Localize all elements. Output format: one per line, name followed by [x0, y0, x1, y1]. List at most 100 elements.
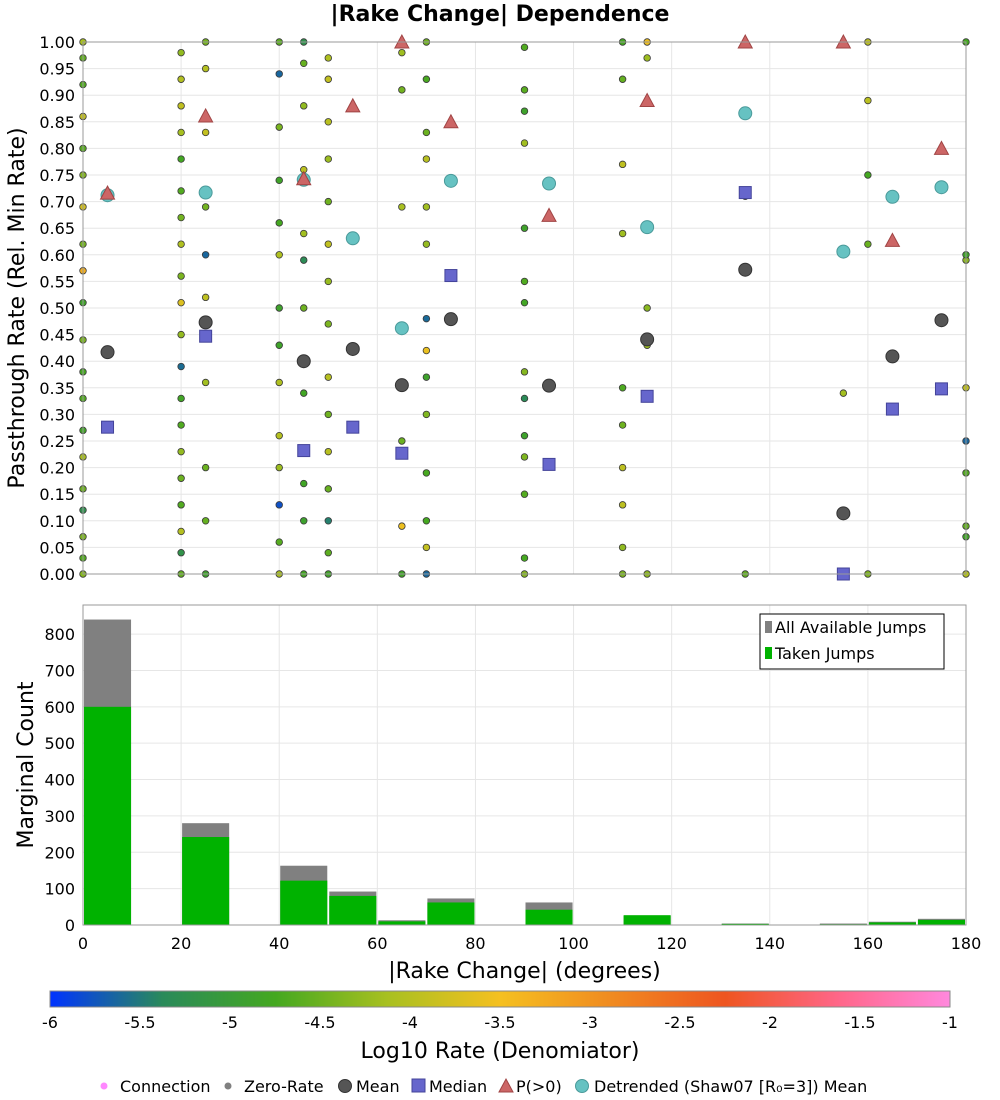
- histogram-y-tick-label: 0: [65, 916, 75, 935]
- connection-point: [643, 54, 651, 62]
- p-positive-point: [344, 97, 361, 113]
- connection-point: [201, 378, 210, 387]
- connection-point: [177, 362, 185, 371]
- connection-point: [618, 421, 627, 429]
- median-point: [297, 444, 311, 458]
- connection-point: [520, 277, 529, 286]
- connection-point: [300, 389, 308, 397]
- median-point: [444, 269, 458, 283]
- connection-point: [398, 86, 406, 94]
- detrended-mean-point: [640, 220, 655, 235]
- connection-point: [324, 485, 332, 493]
- connection-point: [324, 54, 332, 62]
- histogram-legend-swatch: [765, 621, 772, 633]
- connection-point: [520, 368, 529, 376]
- mean-point: [934, 313, 949, 328]
- connection-point: [177, 240, 185, 248]
- mean-point: [345, 341, 360, 356]
- median-point: [542, 457, 556, 471]
- connection-point: [520, 139, 529, 147]
- colorbar-tick-label: -4: [402, 1013, 418, 1032]
- connection-point: [177, 298, 185, 307]
- connection-point: [520, 431, 529, 440]
- colorbar-tick-label: -6: [42, 1013, 58, 1032]
- connection-point: [300, 102, 308, 110]
- legend-label: Connection: [120, 1077, 211, 1096]
- connection-point: [275, 304, 283, 312]
- taken-jumps-bar: [868, 922, 916, 925]
- median-point: [934, 382, 948, 396]
- zero-rate-legend-icon: [224, 1082, 232, 1090]
- connection-point: [177, 330, 185, 339]
- p-positive-legend-icon: [498, 1077, 514, 1093]
- connection-point: [300, 304, 308, 312]
- connection-point: [177, 272, 185, 280]
- taken-jumps-bar: [280, 880, 328, 925]
- connection-point: [177, 549, 185, 557]
- histogram-y-tick-label: 100: [44, 880, 75, 899]
- detrended-mean-point: [198, 185, 213, 200]
- connection-point: [275, 251, 283, 259]
- colorbar-tick-label: -3: [582, 1013, 598, 1032]
- colorbar-tick-label: -1: [942, 1013, 958, 1032]
- colorbar-tick-label: -1.5: [844, 1013, 875, 1032]
- median-point: [885, 402, 899, 416]
- legend-label: Zero-Rate: [244, 1077, 324, 1096]
- connection-point: [201, 251, 210, 259]
- histogram-x-tick-label: 140: [755, 934, 786, 953]
- connection-point: [398, 437, 406, 445]
- connection-point: [422, 203, 431, 211]
- connection-point: [324, 197, 332, 206]
- connection-point: [618, 229, 627, 238]
- connection-point: [275, 176, 283, 185]
- histogram-plot: 0 20 40 60 80 100 120 140 160 180 0 100 200 300 400 500…: [14, 604, 982, 984]
- connection-point: [177, 128, 185, 137]
- connection-point: [201, 517, 210, 525]
- histogram-legend-box: [759, 613, 945, 670]
- detrended-mean-legend-icon: [575, 1079, 589, 1093]
- taken-jumps-bar: [525, 909, 573, 925]
- connection-point: [520, 453, 529, 461]
- connection-point: [177, 102, 185, 110]
- connection-point: [520, 43, 529, 52]
- legend-label: Mean: [356, 1077, 400, 1096]
- scatter-y-tick-label: 0.30: [39, 405, 75, 424]
- connection-point: [618, 75, 627, 83]
- connection-point: [177, 421, 185, 429]
- connection-point: [275, 123, 283, 131]
- scatter-y-tick-label: 0.35: [39, 379, 75, 398]
- histogram-y-axis-label: Marginal Count: [14, 681, 39, 848]
- colorbar: -6 -5.5 -5 -4.5 -4 -3.5 -3 -2.5 -2 -1.5 -1 Log10 Ra…: [42, 990, 958, 1064]
- scatter-y-tick-label: 0.75: [39, 166, 75, 185]
- taken-jumps-bar: [378, 921, 426, 925]
- histogram-x-tick-label: 60: [367, 934, 387, 953]
- mean-point: [198, 315, 213, 330]
- scatter-y-tick-label: 0.60: [39, 246, 75, 265]
- scatter-y-tick-label: 0.85: [39, 113, 75, 132]
- scatter-y-tick-label: 0.05: [39, 538, 75, 557]
- connection-point: [422, 240, 431, 248]
- connection-point: [643, 304, 651, 312]
- detrended-mean-point: [443, 173, 458, 188]
- connection-point: [422, 314, 431, 323]
- connection-point: [324, 75, 332, 83]
- connection-point: [324, 320, 332, 328]
- legend-label: Detrended (Shaw07 [R₀=3]) Mean: [594, 1077, 867, 1096]
- mean-point: [100, 345, 115, 360]
- connection-point: [422, 128, 431, 137]
- p-positive-point: [541, 207, 557, 222]
- connection-point: [275, 538, 283, 546]
- connection-point: [520, 554, 529, 562]
- connection-point: [422, 410, 431, 419]
- connection-point: [520, 490, 529, 498]
- connection-point: [275, 378, 283, 387]
- taken-jumps-bar: [427, 902, 475, 925]
- scatter-y-tick-label: 0.00: [39, 565, 75, 584]
- histogram-x-tick-label: 180: [951, 934, 982, 953]
- connection-point: [520, 107, 529, 115]
- connection-point: [324, 410, 332, 419]
- connection-point: [324, 118, 332, 126]
- connection-point: [398, 203, 406, 211]
- scatter-y-tick-label: 0.20: [39, 459, 75, 478]
